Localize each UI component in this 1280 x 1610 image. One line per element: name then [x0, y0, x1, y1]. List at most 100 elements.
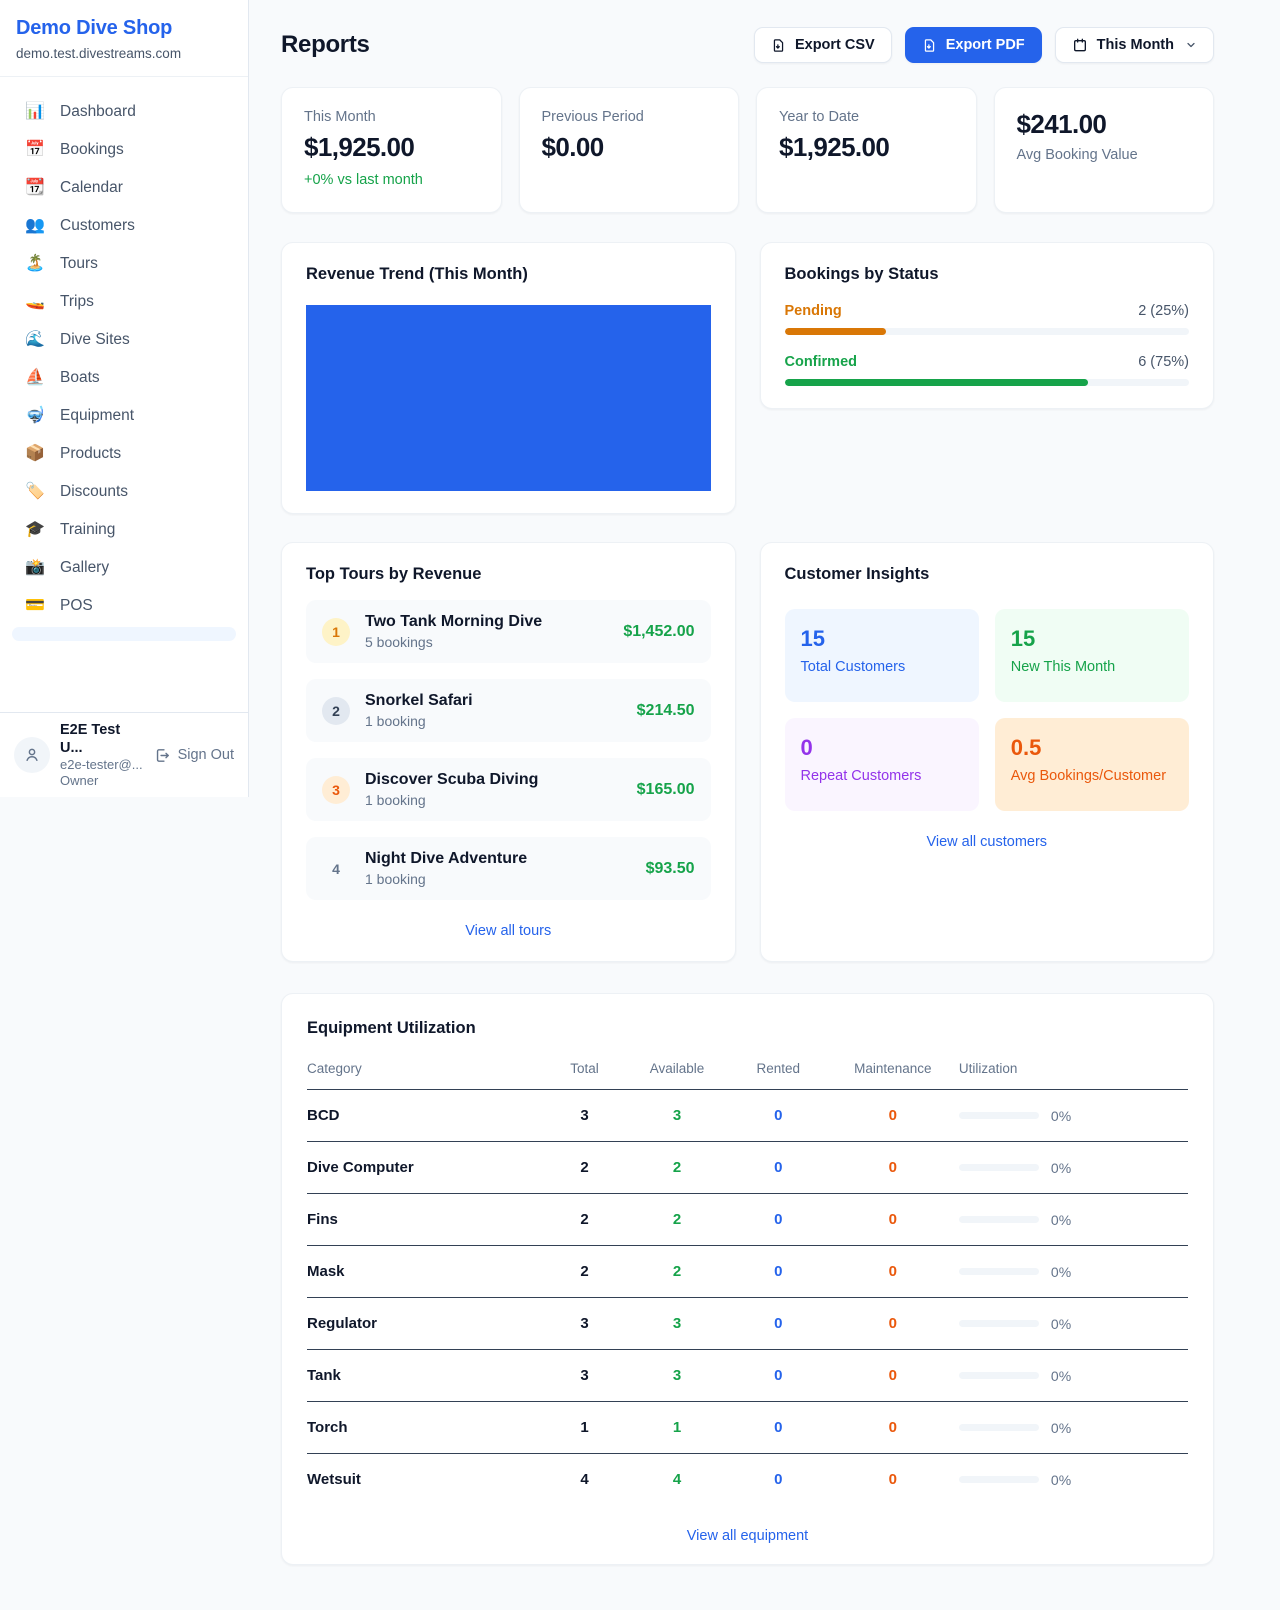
export-csv-label: Export CSV [794, 37, 875, 53]
page-header: Reports Export CSV Export PDF [281, 27, 1214, 63]
utilization-percent: 0% [1050, 1159, 1072, 1176]
cell-maintenance: 0 [826, 1141, 959, 1194]
sign-out-label: Sign Out [177, 747, 234, 763]
utilization-percent: 0% [1050, 1419, 1072, 1436]
table-row: Dive Computer 2 2 0 0 0% [307, 1141, 1188, 1194]
charts-row: Revenue Trend (This Month) Bookings by S… [281, 242, 1214, 514]
sidebar-item-pos[interactable]: 💳 POS [12, 587, 236, 625]
customer-insights-title: Customer Insights [784, 565, 930, 583]
utilization-bar-track [958, 1320, 1039, 1327]
cell-available: 2 [624, 1141, 730, 1194]
stat-card-avg-booking-value: $241.00 Avg Booking Value [993, 87, 1214, 213]
tile-repeat-customers: 0 Repeat Customers [784, 718, 979, 811]
export-csv-button[interactable]: Export CSV [753, 27, 892, 63]
cell-rented: 0 [774, 1471, 783, 1488]
cell-total: 3 [544, 1089, 625, 1142]
tour-bookings: 5 bookings [365, 634, 433, 650]
sidebar-item-calendar[interactable]: 📆 Calendar [12, 169, 236, 207]
table-row: Tank 3 3 0 0 0% [307, 1349, 1188, 1402]
status-label: Confirmed [784, 354, 858, 370]
person-icon [26, 748, 38, 761]
cell-maintenance: 0 [826, 1349, 959, 1402]
status-progress-track [784, 328, 1189, 335]
status-progress-fill [784, 328, 886, 335]
view-all-customers-link[interactable]: View all customers [926, 834, 1048, 850]
tile-number: 0 [800, 735, 813, 760]
sidebar-item-dashboard[interactable]: 📊 Dashboard [12, 93, 236, 131]
camera-icon: 📸 [25, 559, 45, 576]
sidebar-item-label: Calendar [60, 179, 123, 196]
cell-category: Wetsuit [307, 1471, 361, 1488]
stat-card-this-month: This Month $1,925.00 +0% vs last month [281, 87, 502, 213]
stat-delta: +0% vs last month [304, 172, 423, 188]
shop-domain: demo.test.divestreams.com [16, 46, 182, 61]
shop-name: Demo Dive Shop [16, 17, 173, 39]
sign-out-button[interactable]: Sign Out [154, 747, 234, 764]
tile-number: 15 [1010, 626, 1036, 651]
wave-icon: 🌊 [25, 331, 45, 348]
view-all-tours-link[interactable]: View all tours [465, 923, 552, 939]
sidebar-item-products[interactable]: 📦 Products [12, 435, 236, 473]
sidebar-item-reports-partial[interactable] [12, 627, 236, 641]
cell-total: 2 [544, 1245, 625, 1298]
tile-label: Avg Bookings/Customer [1010, 768, 1167, 784]
sidebar: Demo Dive Shop demo.test.divestreams.com… [0, 0, 249, 797]
tour-row: 4 Night Dive Adventure 1 booking $93.50 [306, 837, 711, 900]
status-row-confirmed: Confirmed 6 (75%) [784, 354, 1189, 386]
cell-rented: 0 [729, 1297, 827, 1350]
cell-rented: 0 [729, 1245, 827, 1298]
sidebar-item-label: Training [60, 521, 116, 538]
cell-available: 2 [624, 1245, 730, 1298]
revenue-trend-title: Revenue Trend (This Month) [306, 265, 528, 283]
calendar-icon: 📆 [25, 179, 45, 196]
speedboat-icon: 🚤 [25, 293, 45, 310]
cell-maintenance: 0 [826, 1297, 959, 1350]
cell-category: Regulator [307, 1297, 545, 1350]
utilization-bar-track [958, 1216, 1039, 1223]
sidebar-item-dive-sites[interactable]: 🌊 Dive Sites [12, 321, 236, 359]
view-all-equipment-link[interactable]: View all equipment [686, 1528, 809, 1544]
sidebar-item-label: Bookings [60, 141, 124, 158]
sidebar-item-boats[interactable]: ⛵ Boats [12, 359, 236, 397]
cell-available: 3 [624, 1089, 730, 1142]
utilization-cell: 0% [958, 1472, 1188, 1488]
export-pdf-button[interactable]: Export PDF [904, 27, 1042, 63]
cell-available: 3 [624, 1349, 730, 1402]
tile-avg-bookings: 0.5 Avg Bookings/Customer [994, 718, 1189, 811]
graduation-cap-icon: 🎓 [25, 521, 45, 538]
status-value: 6 (75%) [1138, 354, 1189, 370]
sidebar-item-customers[interactable]: 👥 Customers [12, 207, 236, 245]
sidebar-item-equipment[interactable]: 🤿 Equipment [12, 397, 236, 435]
sidebar-item-trips[interactable]: 🚤 Trips [12, 283, 236, 321]
sidebar-item-bookings[interactable]: 📅 Bookings [12, 131, 236, 169]
cell-category: BCD [307, 1089, 545, 1142]
cell-available: 1 [624, 1401, 730, 1454]
chevron-down-icon [1187, 42, 1195, 48]
stat-card-year-to-date: Year to Date $1,925.00 [756, 87, 977, 213]
col-category: Category [307, 1051, 545, 1090]
period-dropdown[interactable]: This Month [1054, 27, 1214, 63]
col-total: Total [544, 1051, 625, 1090]
insight-tiles: 15 Total Customers 15 New This Month 0 R… [784, 609, 1189, 811]
col-rented: Rented [729, 1051, 827, 1090]
package-icon: 📦 [25, 445, 45, 462]
sidebar-item-discounts[interactable]: 🏷️ Discounts [12, 473, 236, 511]
col-utilization: Utilization [958, 1051, 1188, 1090]
sidebar-item-tours[interactable]: 🏝️ Tours [12, 245, 236, 283]
sidebar-item-training[interactable]: 🎓 Training [12, 511, 236, 549]
utilization-bar-track [958, 1164, 1039, 1171]
utilization-bar-track [958, 1424, 1039, 1431]
tour-amount: $93.50 [645, 859, 695, 877]
cell-total: 2 [544, 1141, 625, 1194]
bookings-by-status-title: Bookings by Status [784, 265, 939, 283]
utilization-bar-track [958, 1112, 1039, 1119]
tour-row: 2 Snorkel Safari 1 booking $214.50 [306, 679, 711, 742]
cell-maintenance: 0 [826, 1193, 959, 1246]
sidebar-item-gallery[interactable]: 📸 Gallery [12, 549, 236, 587]
table-row: Torch 1 1 0 0 0% [307, 1401, 1188, 1454]
cell-rented: 0 [729, 1401, 827, 1454]
rank-badge: 1 [322, 617, 350, 646]
cell-total: 4 [580, 1471, 589, 1488]
sidebar-item-label: Trips [60, 293, 94, 310]
avatar [14, 737, 50, 773]
